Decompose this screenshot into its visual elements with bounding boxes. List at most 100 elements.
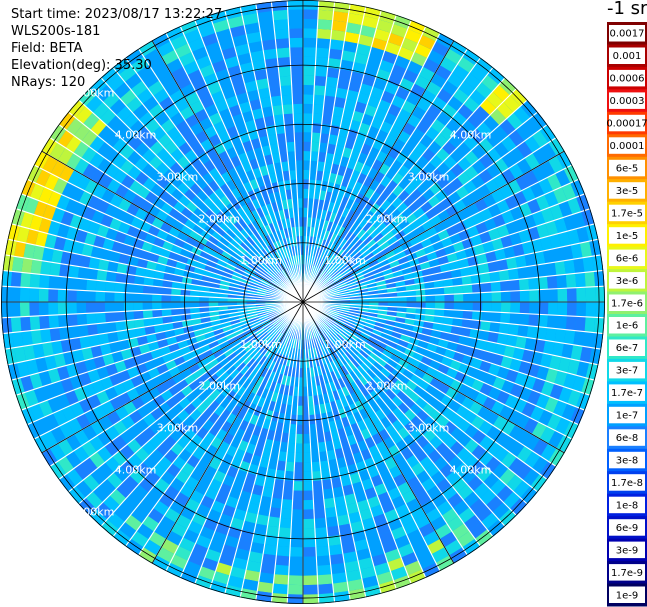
range-gate (394, 213, 406, 225)
range-gate (344, 454, 356, 467)
range-gate (421, 112, 437, 127)
range-gate (105, 456, 121, 473)
range-gate (256, 252, 266, 262)
range-gate (123, 234, 136, 247)
start-time: Start time: 2023/08/17 13:22:27 (11, 7, 223, 22)
range-gate (353, 272, 364, 279)
range-gate (29, 372, 43, 390)
range-gate (450, 325, 462, 336)
range-gate (154, 111, 170, 126)
range-gate (391, 495, 406, 509)
range-gate (307, 207, 313, 218)
range-gate (160, 470, 176, 486)
range-gate (326, 67, 340, 79)
range-gate (303, 537, 316, 548)
range-gate (101, 188, 115, 204)
range-gate (292, 395, 299, 406)
range-gate (148, 56, 167, 73)
range-gate (364, 274, 375, 282)
range-gate (288, 575, 303, 586)
range-gate (510, 302, 521, 314)
range-gate (317, 19, 333, 30)
range-gate (214, 332, 226, 341)
range-gate (169, 175, 183, 189)
range-gate (176, 181, 190, 195)
range-gate (557, 302, 568, 316)
range-gate (179, 484, 195, 499)
range-gate (237, 375, 248, 386)
range-gate (317, 574, 333, 585)
range-gate (277, 333, 285, 343)
range-gate (273, 479, 285, 490)
range-gate (386, 412, 398, 425)
range-gate (515, 336, 527, 350)
range-gate (15, 193, 30, 212)
range-gate (328, 458, 339, 470)
range-gate (159, 73, 176, 89)
range-gate (327, 58, 342, 69)
range-gate (324, 342, 332, 353)
range-gate (253, 230, 262, 241)
range-gate (161, 308, 172, 317)
ray-separator (302, 137, 557, 303)
range-gate (375, 195, 387, 207)
range-gate (215, 353, 227, 363)
range-gate (53, 177, 68, 195)
range-gate (318, 258, 325, 269)
range-gate (67, 417, 83, 435)
range-gate (296, 169, 303, 180)
range-gate (341, 327, 351, 336)
range-gate (292, 490, 303, 501)
range-gate (232, 358, 243, 369)
range-gate (144, 268, 156, 279)
range-gate (337, 377, 346, 389)
range-gate (366, 368, 377, 380)
range-gate (387, 517, 403, 532)
range-gate (409, 374, 422, 386)
range-gate (328, 313, 338, 320)
range-gate (326, 241, 333, 252)
ray (303, 6, 382, 302)
range-gate (475, 369, 488, 383)
range-gate (119, 444, 135, 460)
range-gate (303, 433, 311, 444)
range-gate (409, 357, 421, 369)
range-gate (442, 278, 454, 288)
range-gate (303, 565, 318, 576)
range-gate (345, 209, 355, 221)
range-gate (567, 197, 582, 215)
range-gate (245, 330, 256, 338)
range-gate (423, 175, 437, 189)
range-gate (352, 343, 362, 353)
range-gate (109, 250, 121, 263)
range-gate (545, 262, 557, 277)
range-gate (508, 129, 525, 147)
range-gate (350, 330, 361, 338)
range-gate (121, 378, 135, 392)
range-gate (72, 349, 85, 364)
range-gate (236, 362, 247, 373)
range-gate (279, 271, 287, 280)
range-gate (333, 347, 342, 358)
range-gate (531, 165, 547, 182)
range-gate (392, 184, 404, 197)
range-gate (557, 288, 568, 302)
ray-separator (302, 301, 602, 350)
range-gate (221, 275, 232, 283)
range-gate (39, 274, 50, 289)
range-gate (38, 217, 52, 234)
range-gate (49, 327, 61, 342)
range-gate (441, 485, 458, 501)
range-gate (194, 575, 213, 590)
range-gate (491, 302, 502, 313)
range-gate (292, 499, 303, 510)
range-gate (397, 302, 407, 308)
colorbar-tick-label: 3e-5 (616, 186, 639, 197)
range-gate (348, 80, 362, 93)
range-gate (486, 425, 501, 441)
range-gate (359, 245, 369, 255)
range-gate (257, 329, 267, 338)
range-gate (230, 517, 245, 530)
range-gate (197, 201, 210, 214)
range-gate (336, 280, 347, 287)
